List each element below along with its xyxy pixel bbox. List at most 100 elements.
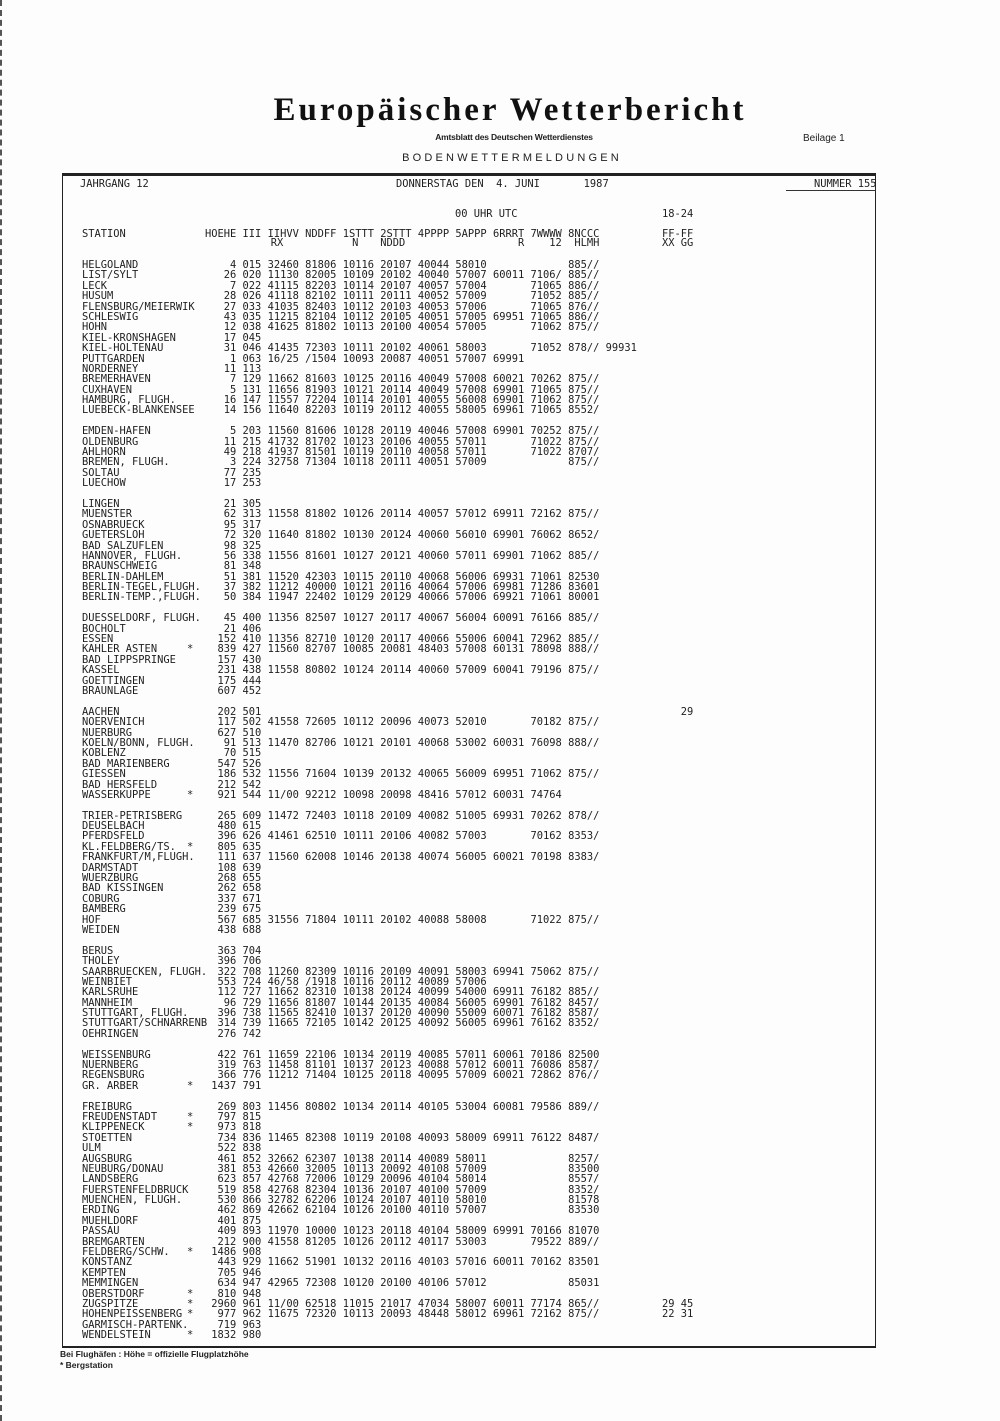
station-row: TRIER-PETRISBERG 265 609 11472 72403 10118 201… [0,809,1000,822]
1sttt: 10137 [342,1007,374,1020]
station-row: LUEBECK-BLANKENSEE 14 156 11640 82203 10119 20… [0,404,1000,417]
2sttt: 20117 [380,612,412,625]
iihvv: 31556 [267,913,299,926]
station-row: GIESSEN 186 532 11556 71604 10139 20132 40065 56… [0,768,1000,781]
iii: 688 [242,923,262,936]
station-name: LUECHOW [82,477,126,490]
station-name: REGENSBURG [82,1069,145,1082]
nddff: 62206 [305,1194,337,1207]
mountain-station-marker: * [187,643,194,656]
7wwww: 70166 [530,1225,562,1238]
column-header-station: STATION [82,228,126,240]
station-name: KEMPTEN [82,1266,126,1279]
7wwww: 70162 [530,1256,562,1269]
nddff: 22106 [305,1048,337,1061]
2sttt: 20118 [380,1225,412,1238]
station-row: MANNHEIM 96 729 11656 81807 10144 20135 40084 56… [0,997,1000,1008]
iihvv: 11662 [267,1256,299,1269]
4pppp: 40103 [417,1256,450,1269]
station-name: FREIBURG [82,1100,133,1113]
6rrrt: 60091 [492,612,525,625]
station-row: BAD LIPPSPRINGE 157 430 [0,654,1000,665]
hoehe: 276 [217,1027,237,1040]
station-row: KIEL-HOLTENAU 31 046 41435 72303 10111 20102 40… [0,342,1000,355]
station-row: FREUDENSTADT * 797 815 [0,1112,1000,1123]
8nccc: 865// [568,1298,600,1310]
station-name: ERDING [82,1204,120,1217]
station-row: WEISSENBURG 422 761 11659 22106 10134 20119 400… [0,1048,1000,1061]
5appp: 53002 [455,736,487,749]
station-row: BREMGARTEN 212 900 41558 81205 10126 20112 4011… [0,1235,1000,1248]
2sttt: 20107 [380,1194,412,1207]
station-row: FUERSTENFELDBRUCK 519 858 42768 82304 10136 20… [0,1184,1000,1195]
4pppp: 40092 [417,1017,450,1030]
iii: 738 [242,1007,262,1020]
4pppp: 40068 [417,570,450,583]
2sttt: 20100 [380,1204,412,1217]
5appp: 57011 [455,435,487,448]
5appp: 56005 [455,851,487,864]
station-row: BREMEN, FLUGH. 3 224 32758 71304 10118 20111 40… [0,456,1000,469]
column-subheader: R [518,237,525,249]
8nccc: 875// [568,425,600,438]
5appp: 56005 [455,1017,487,1030]
iihvv: 11212 [267,1069,299,1082]
7wwww: 71061 [530,570,562,583]
4pppp: 40066 [417,633,450,646]
station-row: LIST/SYLT 26 020 11130 82005 10109 20102 40040 5… [0,270,1000,281]
7wwww: 78098 [530,643,562,656]
iii: 513 [242,736,262,749]
5appp: 57006 [455,581,487,594]
5appp: 57012 [455,788,487,801]
1sttt: 11015 [342,1298,374,1310]
8nccc: 875// [568,394,600,407]
5appp: 57009 [455,456,487,469]
hoehe: 231 [217,664,237,677]
nddff: 80802 [305,664,337,677]
8nccc: 888// [568,736,600,749]
station-row: KAHLER ASTEN * 839 427 11560 82707 10085 20081 4… [0,643,1000,656]
6rrrt: 60021 [492,1069,525,1082]
hoehe: 268 [217,872,237,884]
4pppp: 40051 [417,352,450,365]
4pppp: 40049 [417,373,450,386]
6rrrt: 69911 [492,508,525,521]
station-row: BERUS 363 704 [0,945,1000,956]
ff-gg: 45 [680,1298,694,1310]
iii: 156 [242,404,262,417]
hoehe: 186 [217,768,237,781]
station-row: BAD KISSINGEN 262 658 [0,882,1000,895]
4pppp: 40110 [417,1204,450,1217]
nddff: 72006 [305,1173,337,1186]
iihvv: 41118 [267,290,299,303]
nddff: 72303 [305,342,337,355]
iihvv: 11212 [267,581,299,594]
6rrrt: 69931 [492,570,525,583]
4pppp: 40082 [417,809,450,822]
station-row: HUSUM 28 026 41118 82102 10111 20111 40052 57009… [0,290,1000,303]
8nccc: 875// [568,456,600,469]
hoehe: 262 [217,882,237,895]
extra-group: 99931 [605,342,637,355]
4pppp: 40054 [417,321,450,334]
iii: 382 [242,581,262,594]
iihvv: 11215 [267,310,299,323]
column-header-iihvv: IIHVV [267,228,299,240]
5appp: 52010 [455,716,487,729]
nddff: 81606 [305,425,337,438]
station-row: BREMERHAVEN 7 129 11662 81603 10125 20116 40049… [0,373,1000,386]
station-name: STUTTGART/SCHNARRENB [82,1017,208,1030]
issue-date: DONNERSTAG DEN 4. JUNI 1987 [396,178,609,190]
station-row: REGENSBURG 366 776 11212 71404 10125 20118 4009… [0,1069,1000,1082]
5appp: 57008 [455,383,487,396]
station-name: MUENCHEN, FLUGH. [82,1194,183,1207]
station-row: OLDENBURG 11 215 41732 81702 10123 20106 40055 5… [0,435,1000,448]
1sttt: 10127 [342,612,374,625]
iii: 724 [242,975,262,988]
hoehe: 977 [217,1308,237,1321]
station-name: GIESSEN [82,768,126,781]
8nccc: 875// [568,435,600,448]
2sttt: 20112 [380,1235,412,1248]
column-header-2sttt: 2STTT [380,228,412,240]
1sttt: 10139 [342,768,374,781]
